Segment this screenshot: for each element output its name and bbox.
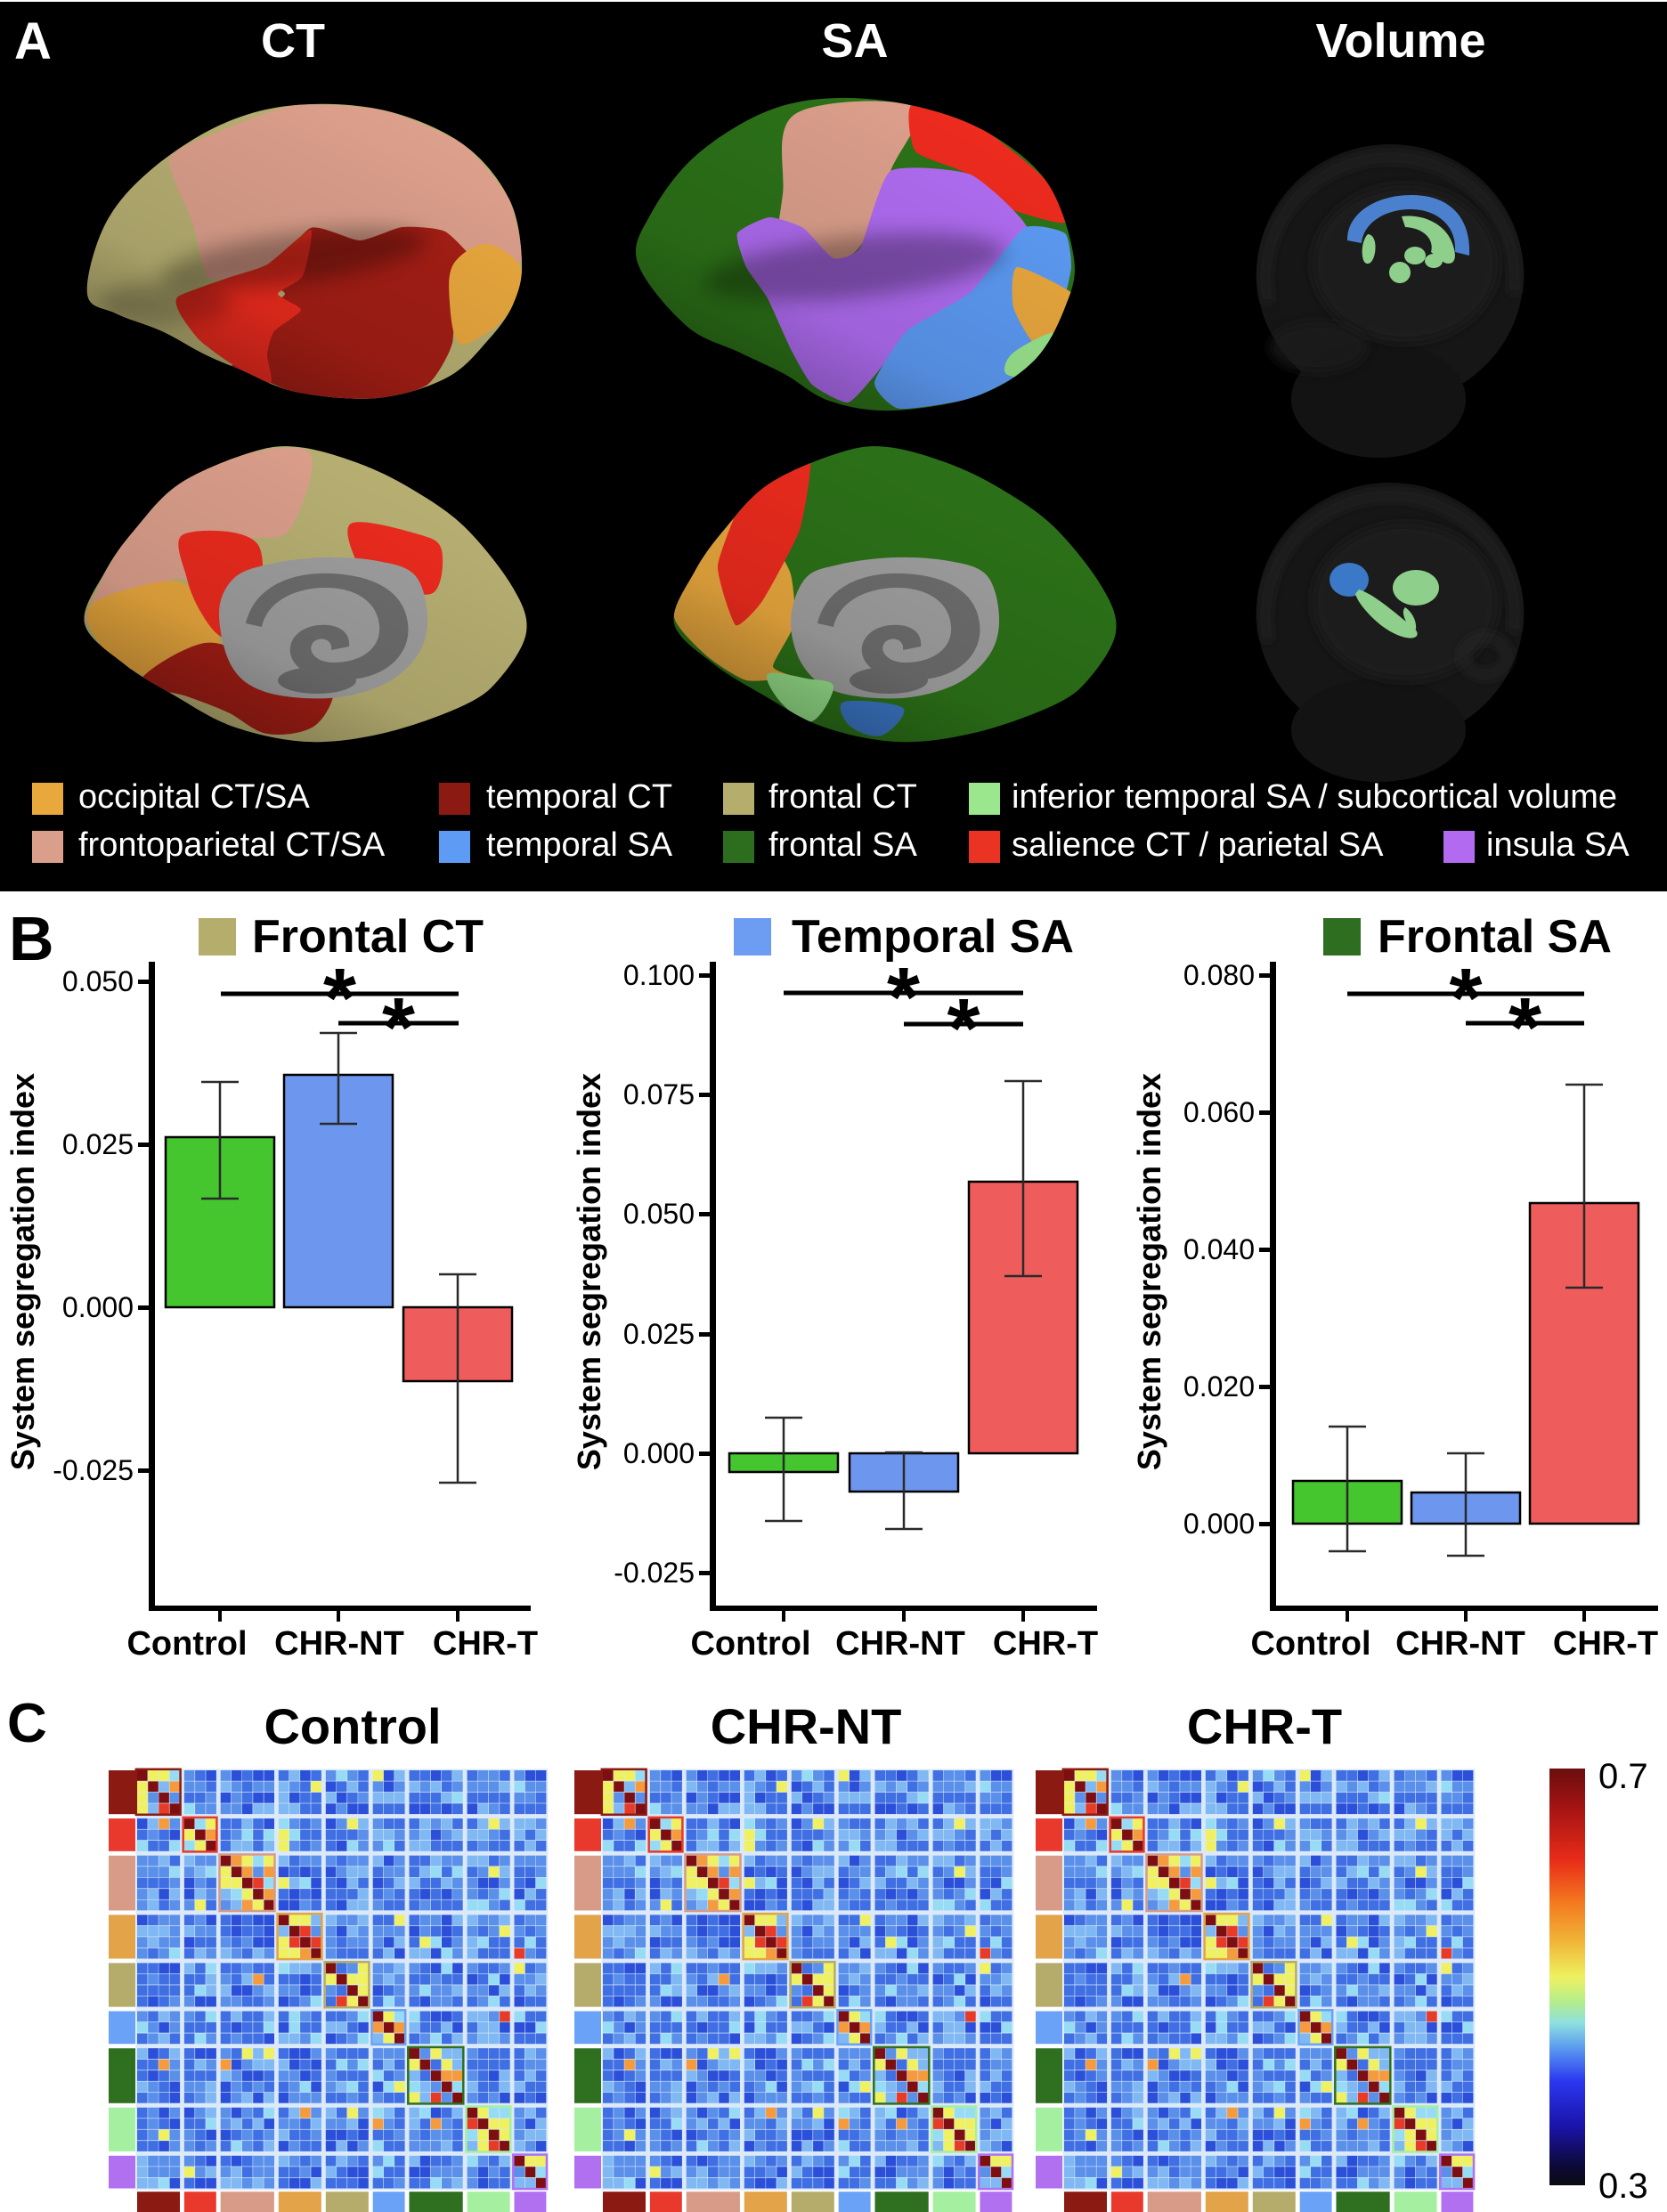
svg-text:C: C: [7, 1693, 47, 1754]
svg-text:SA: SA: [821, 14, 888, 68]
svg-text:-0.025: -0.025: [53, 1454, 134, 1486]
svg-text:0.040: 0.040: [1183, 1233, 1255, 1265]
svg-text:0.025: 0.025: [62, 1128, 134, 1160]
svg-text:0.020: 0.020: [1183, 1370, 1255, 1403]
svg-text:CHR-NT: CHR-NT: [1395, 1625, 1525, 1663]
svg-text:Control: Control: [264, 1698, 441, 1754]
svg-text:CHR-T: CHR-T: [1187, 1698, 1342, 1754]
svg-text:*: *: [947, 981, 980, 1076]
svg-text:System segregation index: System segregation index: [571, 1073, 607, 1470]
svg-text:CT: CT: [261, 14, 325, 68]
svg-text:Control: Control: [1250, 1625, 1370, 1663]
svg-text:frontal SA: frontal SA: [768, 826, 918, 864]
svg-text:CHR-T: CHR-T: [1553, 1625, 1658, 1663]
svg-text:occipital CT/SA: occipital CT/SA: [78, 778, 310, 816]
svg-text:0.050: 0.050: [623, 1198, 695, 1230]
svg-text:Control: Control: [126, 1625, 247, 1663]
svg-text:Frontal CT: Frontal CT: [252, 911, 484, 963]
svg-text:salience CT / parietal SA: salience CT / parietal SA: [1012, 826, 1384, 864]
svg-text:Frontal SA: Frontal SA: [1378, 911, 1612, 963]
svg-text:0.075: 0.075: [623, 1078, 695, 1110]
svg-text:0.000: 0.000: [62, 1291, 134, 1323]
svg-text:Volume: Volume: [1315, 14, 1485, 68]
svg-text:0.3: 0.3: [1598, 2167, 1648, 2206]
svg-text:0.000: 0.000: [623, 1437, 695, 1469]
svg-text:System segregation index: System segregation index: [4, 1073, 41, 1470]
svg-text:*: *: [382, 980, 415, 1075]
svg-text:*: *: [323, 951, 356, 1045]
svg-text:-0.025: -0.025: [614, 1557, 695, 1589]
svg-text:*: *: [1508, 980, 1541, 1075]
svg-text:CHR-T: CHR-T: [993, 1625, 1098, 1663]
svg-text:insula SA: insula SA: [1486, 826, 1630, 864]
svg-text:Control: Control: [690, 1625, 810, 1663]
svg-text:0.050: 0.050: [62, 965, 134, 997]
svg-text:CHR-NT: CHR-NT: [711, 1698, 902, 1754]
svg-text:*: *: [887, 950, 920, 1045]
svg-text:B: B: [9, 904, 54, 973]
svg-text:0.025: 0.025: [623, 1318, 695, 1350]
svg-text:temporal SA: temporal SA: [486, 826, 673, 864]
svg-text:Temporal SA: Temporal SA: [792, 911, 1074, 963]
svg-text:*: *: [1450, 951, 1483, 1045]
svg-text:frontoparietal CT/SA: frontoparietal CT/SA: [78, 826, 386, 864]
svg-text:CHR-NT: CHR-NT: [835, 1625, 965, 1663]
svg-text:0.060: 0.060: [1183, 1096, 1255, 1128]
svg-text:0.7: 0.7: [1598, 1757, 1648, 1796]
svg-text:0.080: 0.080: [1183, 959, 1255, 991]
svg-text:CHR-NT: CHR-NT: [274, 1625, 404, 1663]
svg-text:CHR-T: CHR-T: [433, 1625, 538, 1663]
svg-text:A: A: [14, 12, 52, 70]
svg-text:inferior temporal SA / subcort: inferior temporal SA / subcortical volum…: [1012, 778, 1617, 816]
svg-text:frontal CT: frontal CT: [768, 778, 917, 816]
svg-text:System segregation index: System segregation index: [1131, 1073, 1167, 1470]
svg-text:0.000: 0.000: [1183, 1508, 1255, 1540]
svg-text:temporal CT: temporal CT: [486, 778, 672, 816]
svg-text:0.100: 0.100: [623, 959, 695, 991]
